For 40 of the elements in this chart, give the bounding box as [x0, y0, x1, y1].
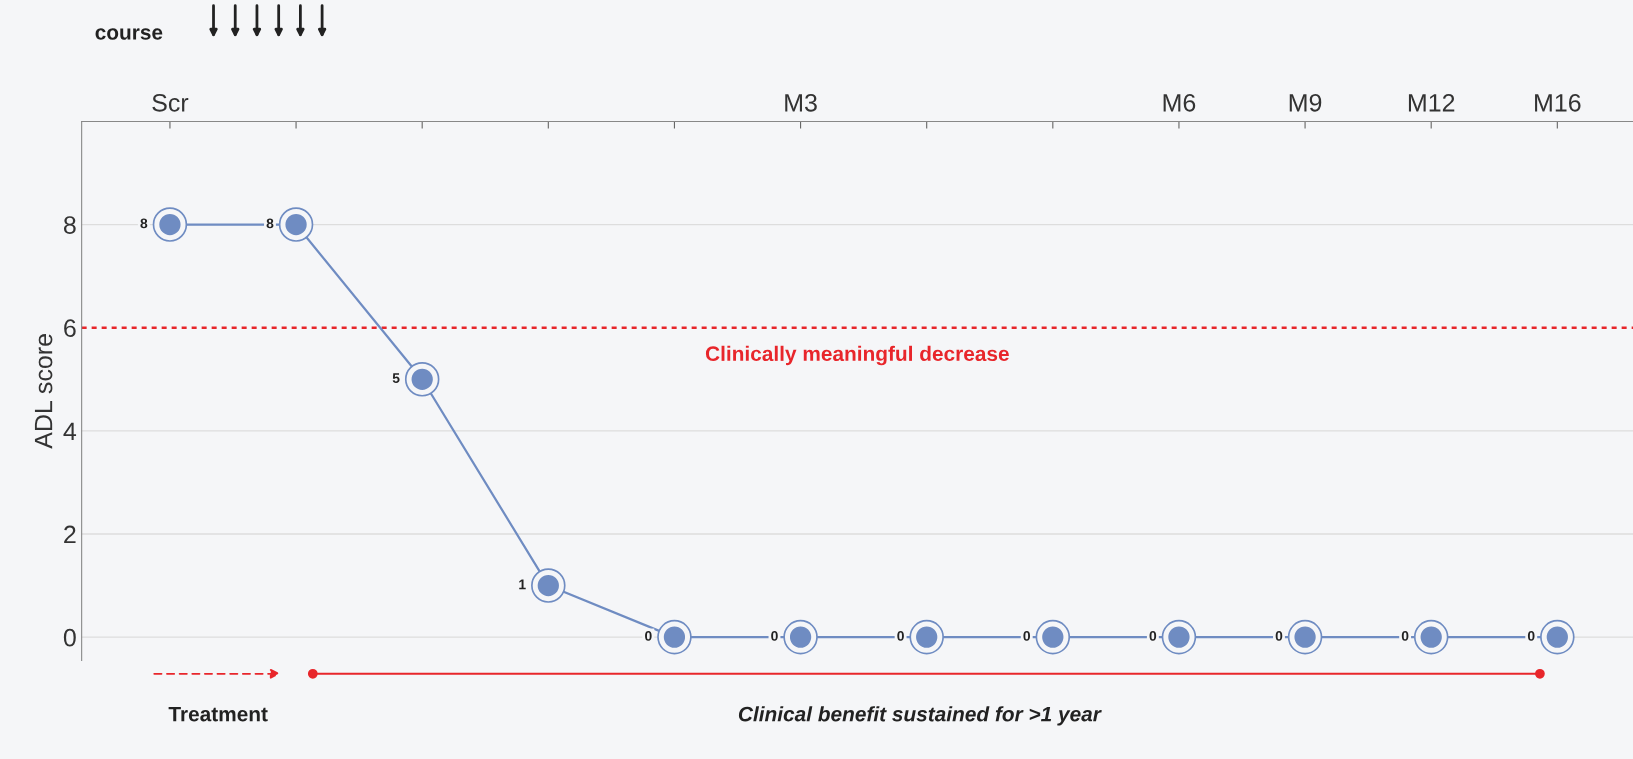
x-tick-label: M9	[1289, 93, 1322, 112]
x-tick-label: M16	[1535, 93, 1581, 112]
point	[1287, 619, 1323, 655]
point	[531, 568, 566, 603]
text: Clinical benefit sustained for >1 year	[738, 706, 1102, 726]
ref-line-label: Clinically meaningful decrease	[705, 345, 1009, 366]
y-tick-label: 6	[64, 319, 76, 338]
data-label: 0	[1401, 631, 1409, 641]
x-tick-label: M3	[785, 93, 817, 112]
data-label: 0	[771, 631, 778, 641]
x-tick-label: Scr	[152, 93, 189, 112]
data-label: 8	[140, 218, 148, 229]
point	[404, 362, 440, 397]
point	[783, 619, 818, 655]
point	[1161, 619, 1197, 655]
data-label: 0	[1023, 631, 1031, 641]
data-label: 0	[897, 631, 904, 641]
y-tick-label: 2	[64, 525, 76, 544]
point	[152, 207, 188, 242]
point	[1540, 619, 1575, 655]
data-label: 5	[392, 373, 400, 384]
y-tick-label: 0	[63, 628, 76, 647]
x-tick-label: M12	[1408, 93, 1455, 112]
data-label: 0	[1527, 631, 1535, 641]
y-tick-label: 4	[63, 422, 77, 440]
data-label: 0	[1275, 631, 1283, 641]
data-label: 0	[645, 631, 652, 641]
y-axis-title: ADL score	[34, 334, 53, 449]
point	[1035, 619, 1071, 655]
data-label: 1	[519, 579, 526, 590]
point	[657, 619, 692, 655]
x-tick-label: M6	[1163, 93, 1196, 112]
data-label: 0	[1149, 631, 1157, 641]
chart-title: course	[95, 28, 163, 40]
text: Treatment	[168, 706, 268, 722]
data-label: 8	[266, 218, 274, 229]
point	[278, 207, 314, 242]
point	[1413, 619, 1449, 655]
y-tick-label: 8	[63, 216, 76, 234]
point	[909, 619, 944, 655]
